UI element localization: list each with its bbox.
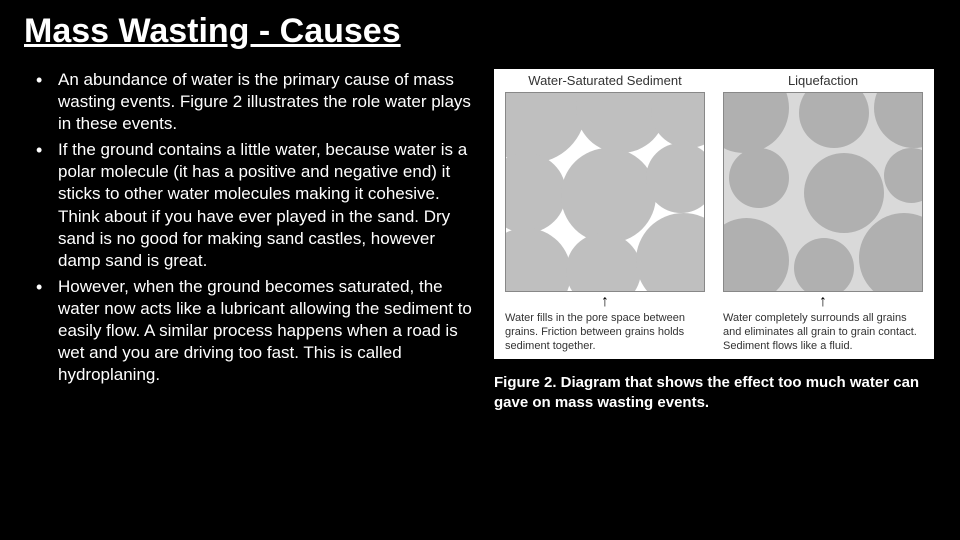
figure-column: Water-Saturated Sediment ↑ Water fills i… bbox=[494, 69, 934, 412]
grain-circle bbox=[566, 233, 641, 292]
bullet-list: An abundance of water is the primary cau… bbox=[24, 69, 474, 386]
grain-circle bbox=[799, 92, 869, 148]
panel-liquefaction: Liquefaction ↑ Water completely surround… bbox=[718, 73, 928, 353]
grain-circle bbox=[505, 228, 571, 292]
arrow-up-icon: ↑ bbox=[601, 294, 609, 310]
panel-caption: Water completely surrounds all grains an… bbox=[723, 312, 923, 353]
slide: Mass Wasting - Causes An abundance of wa… bbox=[0, 0, 960, 540]
figure-caption: Figure 2. Diagram that shows the effect … bbox=[494, 373, 934, 412]
bullet-item: However, when the ground becomes saturat… bbox=[24, 276, 474, 386]
panel-saturated: Water-Saturated Sediment ↑ Water fills i… bbox=[500, 73, 710, 353]
content-row: An abundance of water is the primary cau… bbox=[24, 69, 936, 412]
grain-circle bbox=[651, 92, 705, 148]
grain-circle bbox=[723, 92, 789, 153]
figure-box: Water-Saturated Sediment ↑ Water fills i… bbox=[494, 69, 934, 359]
figure-panels: Water-Saturated Sediment ↑ Water fills i… bbox=[500, 73, 928, 353]
grain-circle bbox=[729, 148, 789, 208]
page-title: Mass Wasting - Causes bbox=[24, 12, 936, 51]
arrow-up-icon: ↑ bbox=[819, 294, 827, 310]
bullet-item: An abundance of water is the primary cau… bbox=[24, 69, 474, 135]
panel-title: Liquefaction bbox=[788, 73, 858, 88]
text-column: An abundance of water is the primary cau… bbox=[24, 69, 474, 412]
grains-diagram-saturated bbox=[505, 92, 705, 292]
grain-circle bbox=[859, 213, 923, 292]
panel-title: Water-Saturated Sediment bbox=[528, 73, 681, 88]
grain-circle bbox=[874, 92, 923, 148]
grain-circle bbox=[636, 213, 705, 292]
grain-circle bbox=[804, 153, 884, 233]
grain-circle bbox=[561, 148, 656, 243]
grain-circle bbox=[505, 153, 566, 233]
grain-circle bbox=[505, 92, 586, 163]
bullet-item: If the ground contains a little water, b… bbox=[24, 139, 474, 272]
grains-diagram-liquefaction bbox=[723, 92, 923, 292]
panel-caption: Water fills in the pore space between gr… bbox=[505, 312, 705, 353]
grain-circle bbox=[794, 238, 854, 292]
grain-circle bbox=[884, 148, 923, 203]
grain-circle bbox=[723, 218, 789, 292]
